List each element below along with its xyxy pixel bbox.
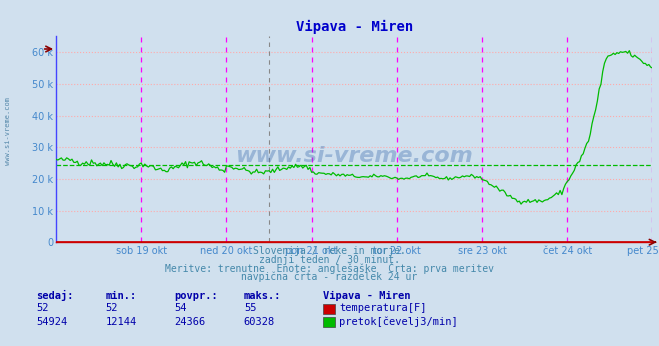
Text: pretok[čevelj3/min]: pretok[čevelj3/min] xyxy=(339,316,458,327)
Text: www.si-vreme.com: www.si-vreme.com xyxy=(5,98,11,165)
Text: 54924: 54924 xyxy=(36,317,67,327)
Title: Vipava - Miren: Vipava - Miren xyxy=(296,20,413,34)
Text: temperatura[F]: temperatura[F] xyxy=(339,303,427,313)
Text: 24366: 24366 xyxy=(175,317,206,327)
Text: 52: 52 xyxy=(36,303,49,313)
Text: maks.:: maks.: xyxy=(244,291,281,301)
Text: Vipava - Miren: Vipava - Miren xyxy=(323,291,411,301)
Text: Meritve: trenutne  Enote: anglešaške  Črta: prva meritev: Meritve: trenutne Enote: anglešaške Črta… xyxy=(165,262,494,274)
Text: sedaj:: sedaj: xyxy=(36,290,74,301)
Text: 54: 54 xyxy=(175,303,187,313)
Text: 55: 55 xyxy=(244,303,256,313)
Text: 60328: 60328 xyxy=(244,317,275,327)
Text: 12144: 12144 xyxy=(105,317,136,327)
Text: www.si-vreme.com: www.si-vreme.com xyxy=(235,146,473,166)
Text: zadnji teden / 30 minut.: zadnji teden / 30 minut. xyxy=(259,255,400,265)
Text: povpr.:: povpr.: xyxy=(175,291,218,301)
Text: Slovenija / reke in morje.: Slovenija / reke in morje. xyxy=(253,246,406,256)
Text: navpična črta - razdelek 24 ur: navpična črta - razdelek 24 ur xyxy=(241,272,418,282)
Text: min.:: min.: xyxy=(105,291,136,301)
Text: 52: 52 xyxy=(105,303,118,313)
